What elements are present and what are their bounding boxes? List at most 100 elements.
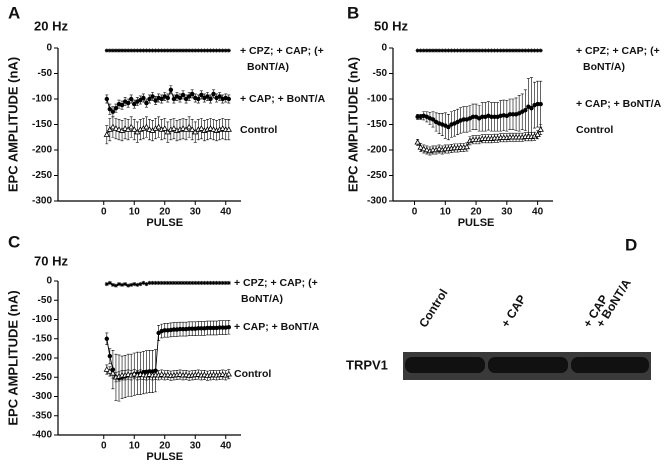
data-point xyxy=(480,48,485,53)
legend-label: + CAP; + BoNT/A xyxy=(240,93,326,105)
data-point xyxy=(187,280,192,285)
data-point xyxy=(183,96,189,102)
data-point xyxy=(535,101,540,107)
data-point xyxy=(211,280,216,285)
data-point xyxy=(153,280,158,285)
data-point xyxy=(153,48,158,53)
row-label: TRPV1 xyxy=(346,357,388,372)
data-point xyxy=(208,96,213,102)
data-point xyxy=(104,48,109,53)
chart-title: 70 Hz xyxy=(34,253,68,268)
data-point xyxy=(489,114,494,120)
data-point xyxy=(446,48,451,53)
data-point xyxy=(171,96,177,102)
x-tick-label: 10 xyxy=(440,207,452,218)
data-point xyxy=(150,94,155,99)
data-point xyxy=(171,280,176,285)
x-tick-label: 40 xyxy=(220,441,232,452)
data-point xyxy=(168,280,173,285)
data-point xyxy=(159,48,164,53)
data-point xyxy=(110,109,116,114)
data-point xyxy=(117,48,121,53)
x-tick-label: 20 xyxy=(471,207,483,218)
y-tick-label: -250 xyxy=(367,170,387,181)
data-point xyxy=(207,125,214,131)
data-point xyxy=(156,48,161,53)
data-point xyxy=(129,48,134,53)
data-point xyxy=(492,114,497,120)
x-tick-label: 30 xyxy=(190,441,202,452)
data-point xyxy=(120,282,125,287)
data-point xyxy=(208,48,213,53)
data-point xyxy=(498,48,503,53)
data-point xyxy=(467,48,472,53)
data-point xyxy=(179,125,187,131)
data-point xyxy=(196,280,201,285)
data-point xyxy=(123,48,128,53)
data-point xyxy=(126,283,131,288)
y-tick-label: -300 xyxy=(32,391,52,402)
data-point xyxy=(446,124,451,130)
data-point xyxy=(440,48,445,53)
data-point xyxy=(135,48,140,53)
data-point xyxy=(415,114,420,120)
legend-label: Control xyxy=(576,123,614,136)
panel-letter: D xyxy=(625,235,637,254)
data-point xyxy=(168,48,173,53)
data-point xyxy=(196,326,201,331)
data-point xyxy=(187,48,192,53)
data-point xyxy=(226,280,231,285)
data-point xyxy=(492,48,497,53)
data-point xyxy=(107,280,112,285)
x-tick-label: 40 xyxy=(220,207,232,218)
data-point xyxy=(132,282,137,287)
data-point xyxy=(129,282,134,287)
legend-label: + CAP; + BoNT/A xyxy=(234,321,320,334)
legend-label: Control xyxy=(234,368,272,381)
data-point xyxy=(110,282,115,287)
data-point xyxy=(193,48,198,53)
data-point xyxy=(113,48,118,53)
legend-label: + CAP; + BoNT/A xyxy=(576,98,662,111)
data-point xyxy=(177,326,183,332)
data-point xyxy=(463,143,471,150)
data-point xyxy=(104,96,110,102)
data-point xyxy=(123,282,128,287)
data-point xyxy=(132,48,137,53)
data-point xyxy=(103,131,110,137)
data-point xyxy=(474,48,479,53)
x-tick-label: 10 xyxy=(129,207,141,218)
data-point xyxy=(211,48,216,53)
data-point xyxy=(510,112,516,117)
data-point xyxy=(461,48,466,53)
data-point xyxy=(205,94,210,99)
data-point xyxy=(202,48,207,53)
legend-label: Control xyxy=(240,123,278,136)
data-point xyxy=(132,101,137,107)
blot-band xyxy=(488,357,568,373)
data-point xyxy=(449,48,454,53)
data-point xyxy=(417,144,424,150)
data-point xyxy=(103,366,110,372)
data-point xyxy=(107,107,113,112)
panel-letter: A xyxy=(8,3,20,22)
data-point xyxy=(181,48,186,53)
data-point xyxy=(131,126,138,132)
data-point xyxy=(180,92,186,98)
chart-title: 20 Hz xyxy=(34,18,68,33)
data-point xyxy=(507,48,512,53)
data-point xyxy=(125,100,131,106)
data-point xyxy=(418,48,423,53)
data-point xyxy=(455,48,460,53)
y-tick-label: -200 xyxy=(32,145,52,156)
data-point xyxy=(424,48,429,53)
data-point xyxy=(113,283,118,288)
y-tick-label: -250 xyxy=(32,372,52,383)
data-point xyxy=(170,125,178,131)
blot-band xyxy=(571,357,649,373)
data-point xyxy=(226,96,231,102)
data-point xyxy=(143,123,150,130)
data-point xyxy=(129,96,134,102)
